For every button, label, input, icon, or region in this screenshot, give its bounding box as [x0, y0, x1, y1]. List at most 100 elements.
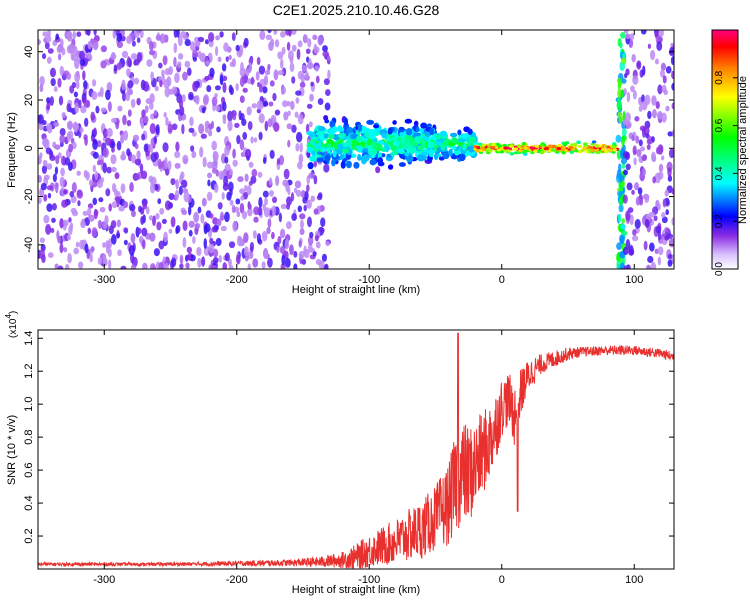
spectrogram-cell — [606, 148, 611, 152]
spectrogram-cell — [162, 142, 169, 153]
spectrogram-cell — [200, 133, 207, 139]
spectrogram-cell — [229, 168, 233, 176]
spectrogram-cell — [139, 163, 144, 174]
spectrogram-cell — [135, 173, 140, 181]
spectrogram-cell — [43, 214, 50, 224]
spectrogram-cell — [298, 250, 305, 260]
spectrogram-cell — [247, 120, 253, 131]
spectrogram-cell — [620, 136, 626, 146]
spectrogram-cell — [315, 258, 322, 266]
spectrogram-cell — [211, 96, 218, 107]
spectrogram-cell — [264, 120, 269, 132]
spectrogram-cell — [654, 248, 659, 254]
x-tick-label: -100 — [358, 274, 380, 286]
colorbar-ticks: 0.0 0.2 0.4 0.6 0.8 — [714, 70, 738, 276]
spectrogram-cell — [263, 100, 269, 107]
spectrogram-cell — [100, 45, 107, 53]
spectrogram-cell — [322, 51, 329, 57]
spectrogram-cell — [83, 100, 90, 108]
spectrogram-cell — [111, 201, 118, 209]
spectrogram-cell — [215, 35, 220, 41]
spectrogram-cell — [163, 78, 170, 89]
spectrogram-cell — [304, 248, 310, 259]
spectrogram-cell — [202, 95, 209, 106]
spectrogram-cell — [641, 155, 647, 161]
spectrogram-cell — [649, 49, 656, 61]
spectrogram-cell — [576, 140, 581, 144]
spectrogram-cell — [134, 77, 140, 85]
spectrogram-cell — [52, 173, 57, 183]
spectrogram-cell — [164, 86, 171, 98]
colorbar-tick-label: 0.8 — [714, 70, 725, 84]
spectrogram-cell — [149, 41, 154, 51]
spectrogram-cell — [372, 148, 377, 156]
spectrogram-cell — [654, 58, 660, 65]
spectrogram-cell — [227, 181, 234, 192]
spectrogram-cell — [306, 184, 310, 192]
spectrogram-cell — [243, 246, 249, 257]
spectrogram-cell — [239, 95, 245, 104]
spectrogram-cell — [497, 144, 503, 148]
spectrogram-cell — [295, 131, 303, 143]
spectrogram-cell — [311, 150, 316, 156]
spectrogram-cell — [116, 41, 124, 49]
spectrogram-cell — [113, 64, 118, 72]
spectrogram-cell — [345, 138, 352, 147]
spectrogram-cell — [443, 139, 449, 146]
spectrogram-cell — [631, 54, 636, 63]
spectrogram-cell — [79, 58, 86, 67]
spectrogram-cell — [174, 189, 180, 201]
spectrogram-cell — [457, 129, 462, 136]
spectrogram-cell — [132, 134, 140, 142]
spectrogram-cell — [120, 265, 127, 269]
spectrogram-cell — [295, 189, 302, 197]
spectrogram-cell — [45, 123, 53, 131]
spectrogram-cell — [267, 118, 273, 128]
spectrogram-cell — [93, 208, 98, 220]
spectrogram-cell — [203, 238, 208, 249]
spectrogram-cell — [304, 70, 309, 80]
spectrogram-cell — [617, 96, 621, 108]
spectrogram-cell — [442, 153, 448, 159]
spectrogram-cell — [47, 252, 54, 259]
spectrogram-cell — [556, 146, 562, 151]
spectrogram-cell — [206, 161, 214, 169]
spectrogram-cell — [208, 264, 215, 269]
spectrogram-cell — [211, 226, 218, 233]
spectrogram-cell — [46, 163, 53, 170]
spectrogram-cell — [96, 140, 102, 148]
spectrogram-cell — [153, 109, 158, 117]
spectrogram-cell — [346, 126, 353, 134]
spectrogram-cell — [291, 213, 297, 221]
spectrogram-cell — [231, 32, 236, 42]
spectrogram-cell — [656, 110, 663, 120]
spectrogram-cell — [387, 127, 393, 135]
spectrogram-cell — [629, 33, 635, 40]
spectrogram-cell — [164, 200, 172, 211]
spectrogram-cell — [97, 257, 103, 265]
spectrogram-cell — [278, 212, 283, 223]
spectrogram-cell — [38, 123, 44, 131]
spectrogram-cell — [499, 147, 505, 151]
spectrogram-cell — [130, 53, 138, 60]
spectrogram-cell — [70, 44, 77, 53]
spectrogram-cell — [632, 229, 637, 236]
spectrogram-x-axis-label: Height of straight line (km) — [292, 284, 420, 296]
spectrogram-cell — [633, 157, 637, 166]
spectrogram-cell — [246, 185, 252, 196]
spectrogram-cell — [182, 237, 187, 248]
snr-axes: -300 -200 -100 0 100 0.2 0.4 0.6 0.8 1.0 1.2 1.4 — [23, 330, 674, 586]
spectrogram-cell — [219, 74, 224, 86]
spectrogram-cell — [133, 60, 137, 66]
spectrogram-cell — [269, 149, 275, 160]
spectrogram-cell — [623, 265, 629, 269]
spectrogram-cell — [229, 188, 233, 197]
spectrogram-cell — [223, 42, 229, 52]
spectrogram-cell — [262, 86, 268, 94]
spectrogram-cell — [38, 114, 44, 125]
spectrogram-cell — [171, 257, 177, 268]
spectrogram-cell — [337, 138, 344, 144]
spectrogram-cell — [95, 105, 100, 114]
spectrogram-cell — [152, 215, 157, 227]
